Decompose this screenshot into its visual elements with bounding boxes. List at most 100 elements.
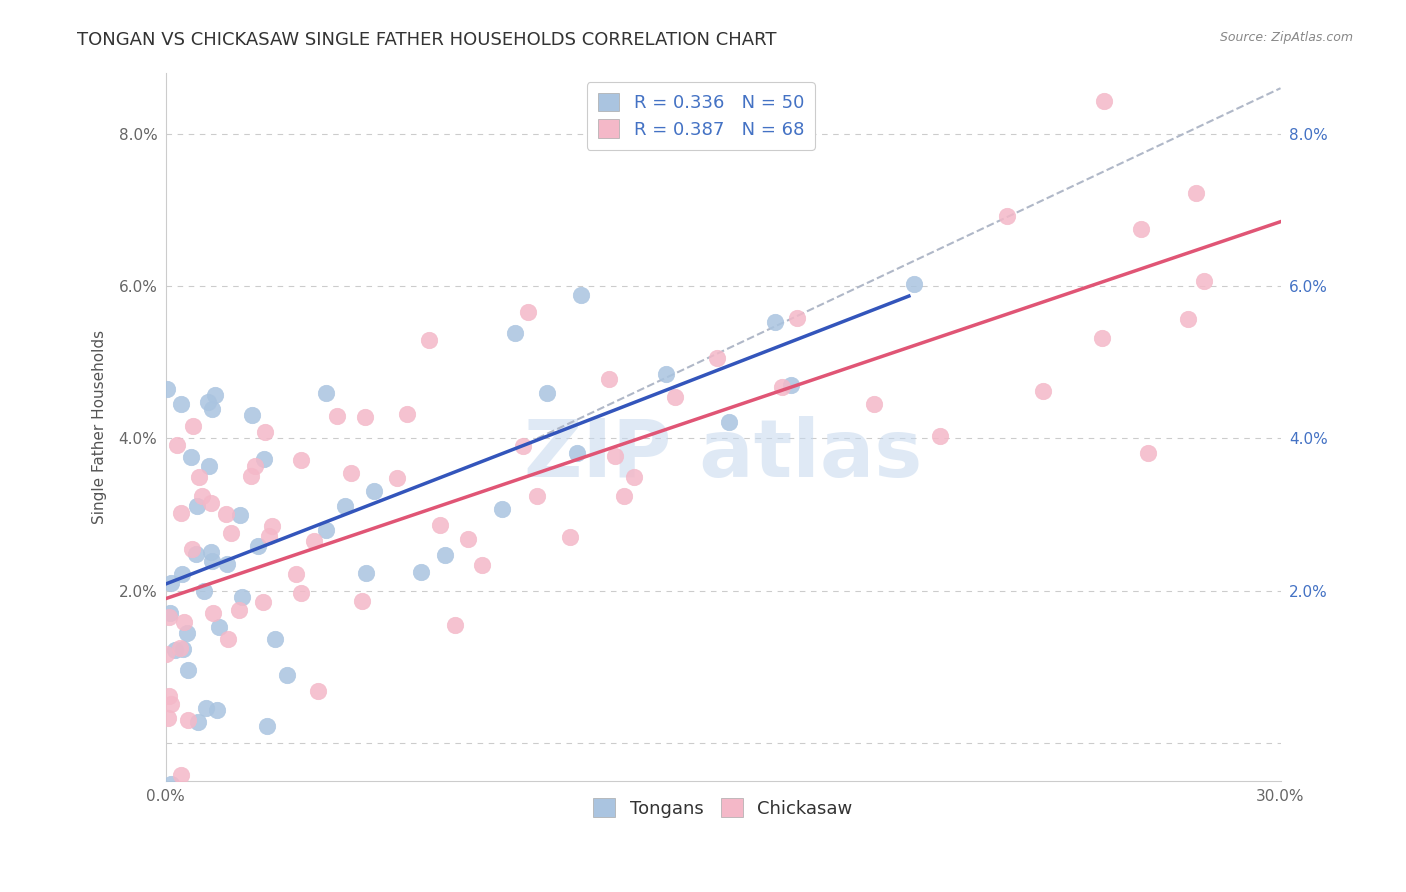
- Point: [177, 713, 200, 727]
- Point: [198, 459, 221, 474]
- Point: [1092, 94, 1115, 108]
- Point: [354, 409, 377, 424]
- Point: [285, 566, 308, 581]
- Point: [160, 776, 183, 790]
- Point: [202, 606, 225, 620]
- Point: [263, 632, 285, 647]
- Point: [191, 489, 214, 503]
- Point: [471, 558, 494, 572]
- Point: [290, 585, 312, 599]
- Point: [779, 378, 801, 392]
- Point: [181, 419, 204, 434]
- Point: [1136, 446, 1159, 460]
- Point: [763, 315, 786, 329]
- Point: [307, 683, 329, 698]
- Point: [157, 610, 180, 624]
- Point: [194, 701, 217, 715]
- Point: [157, 864, 180, 879]
- Point: [536, 386, 558, 401]
- Point: [558, 530, 581, 544]
- Point: [159, 575, 181, 590]
- Point: [385, 471, 408, 485]
- Point: [252, 595, 274, 609]
- Point: [200, 496, 222, 510]
- Point: [434, 548, 457, 562]
- Y-axis label: Single Father Households: Single Father Households: [93, 330, 107, 524]
- Point: [605, 449, 627, 463]
- Point: [903, 277, 925, 291]
- Point: [243, 458, 266, 473]
- Point: [208, 620, 231, 634]
- Point: [706, 351, 728, 365]
- Point: [350, 594, 373, 608]
- Point: [928, 429, 950, 443]
- Point: [418, 334, 440, 348]
- Point: [240, 408, 263, 422]
- Point: [395, 407, 418, 421]
- Point: [260, 518, 283, 533]
- Point: [302, 534, 325, 549]
- Point: [443, 618, 465, 632]
- Point: [1032, 384, 1054, 398]
- Point: [315, 523, 337, 537]
- Point: [217, 632, 239, 647]
- Point: [177, 664, 200, 678]
- Point: [187, 715, 209, 730]
- Point: [717, 416, 740, 430]
- Point: [491, 502, 513, 516]
- Point: [187, 470, 209, 484]
- Text: ZIP atlas: ZIP atlas: [524, 417, 922, 494]
- Point: [167, 781, 190, 796]
- Text: TONGAN VS CHICKASAW SINGLE FATHER HOUSEHOLDS CORRELATION CHART: TONGAN VS CHICKASAW SINGLE FATHER HOUSEH…: [77, 31, 778, 49]
- Point: [160, 697, 183, 711]
- Point: [326, 409, 349, 423]
- Point: [1091, 331, 1114, 345]
- Point: [219, 526, 242, 541]
- Legend: Tongans, Chickasaw: Tongans, Chickasaw: [586, 791, 860, 825]
- Point: [184, 548, 207, 562]
- Point: [457, 532, 479, 546]
- Point: [517, 305, 540, 319]
- Point: [201, 401, 224, 416]
- Point: [207, 703, 229, 717]
- Point: [290, 453, 312, 467]
- Point: [170, 396, 193, 410]
- Point: [1192, 274, 1215, 288]
- Point: [228, 508, 250, 523]
- Point: [863, 397, 886, 411]
- Text: Source: ZipAtlas.com: Source: ZipAtlas.com: [1219, 31, 1353, 45]
- Point: [180, 450, 202, 464]
- Point: [786, 310, 808, 325]
- Point: [613, 490, 636, 504]
- Point: [770, 380, 793, 394]
- Point: [215, 508, 238, 522]
- Point: [176, 626, 198, 640]
- Point: [598, 371, 620, 385]
- Point: [623, 470, 645, 484]
- Point: [204, 388, 226, 402]
- Point: [156, 711, 179, 725]
- Point: [526, 490, 548, 504]
- Point: [156, 382, 179, 396]
- Point: [995, 209, 1018, 223]
- Point: [256, 719, 278, 733]
- Point: [200, 545, 222, 559]
- Point: [259, 529, 281, 543]
- Point: [180, 541, 202, 556]
- Point: [155, 647, 177, 661]
- Point: [340, 467, 363, 481]
- Point: [565, 446, 588, 460]
- Point: [503, 326, 526, 341]
- Point: [276, 668, 298, 682]
- Point: [159, 607, 181, 621]
- Point: [315, 386, 337, 401]
- Point: [1130, 221, 1153, 235]
- Point: [409, 566, 432, 580]
- Point: [166, 437, 188, 451]
- Point: [193, 584, 215, 599]
- Point: [333, 500, 356, 514]
- Point: [197, 395, 219, 409]
- Point: [201, 554, 224, 568]
- Point: [186, 500, 208, 514]
- Point: [170, 567, 193, 582]
